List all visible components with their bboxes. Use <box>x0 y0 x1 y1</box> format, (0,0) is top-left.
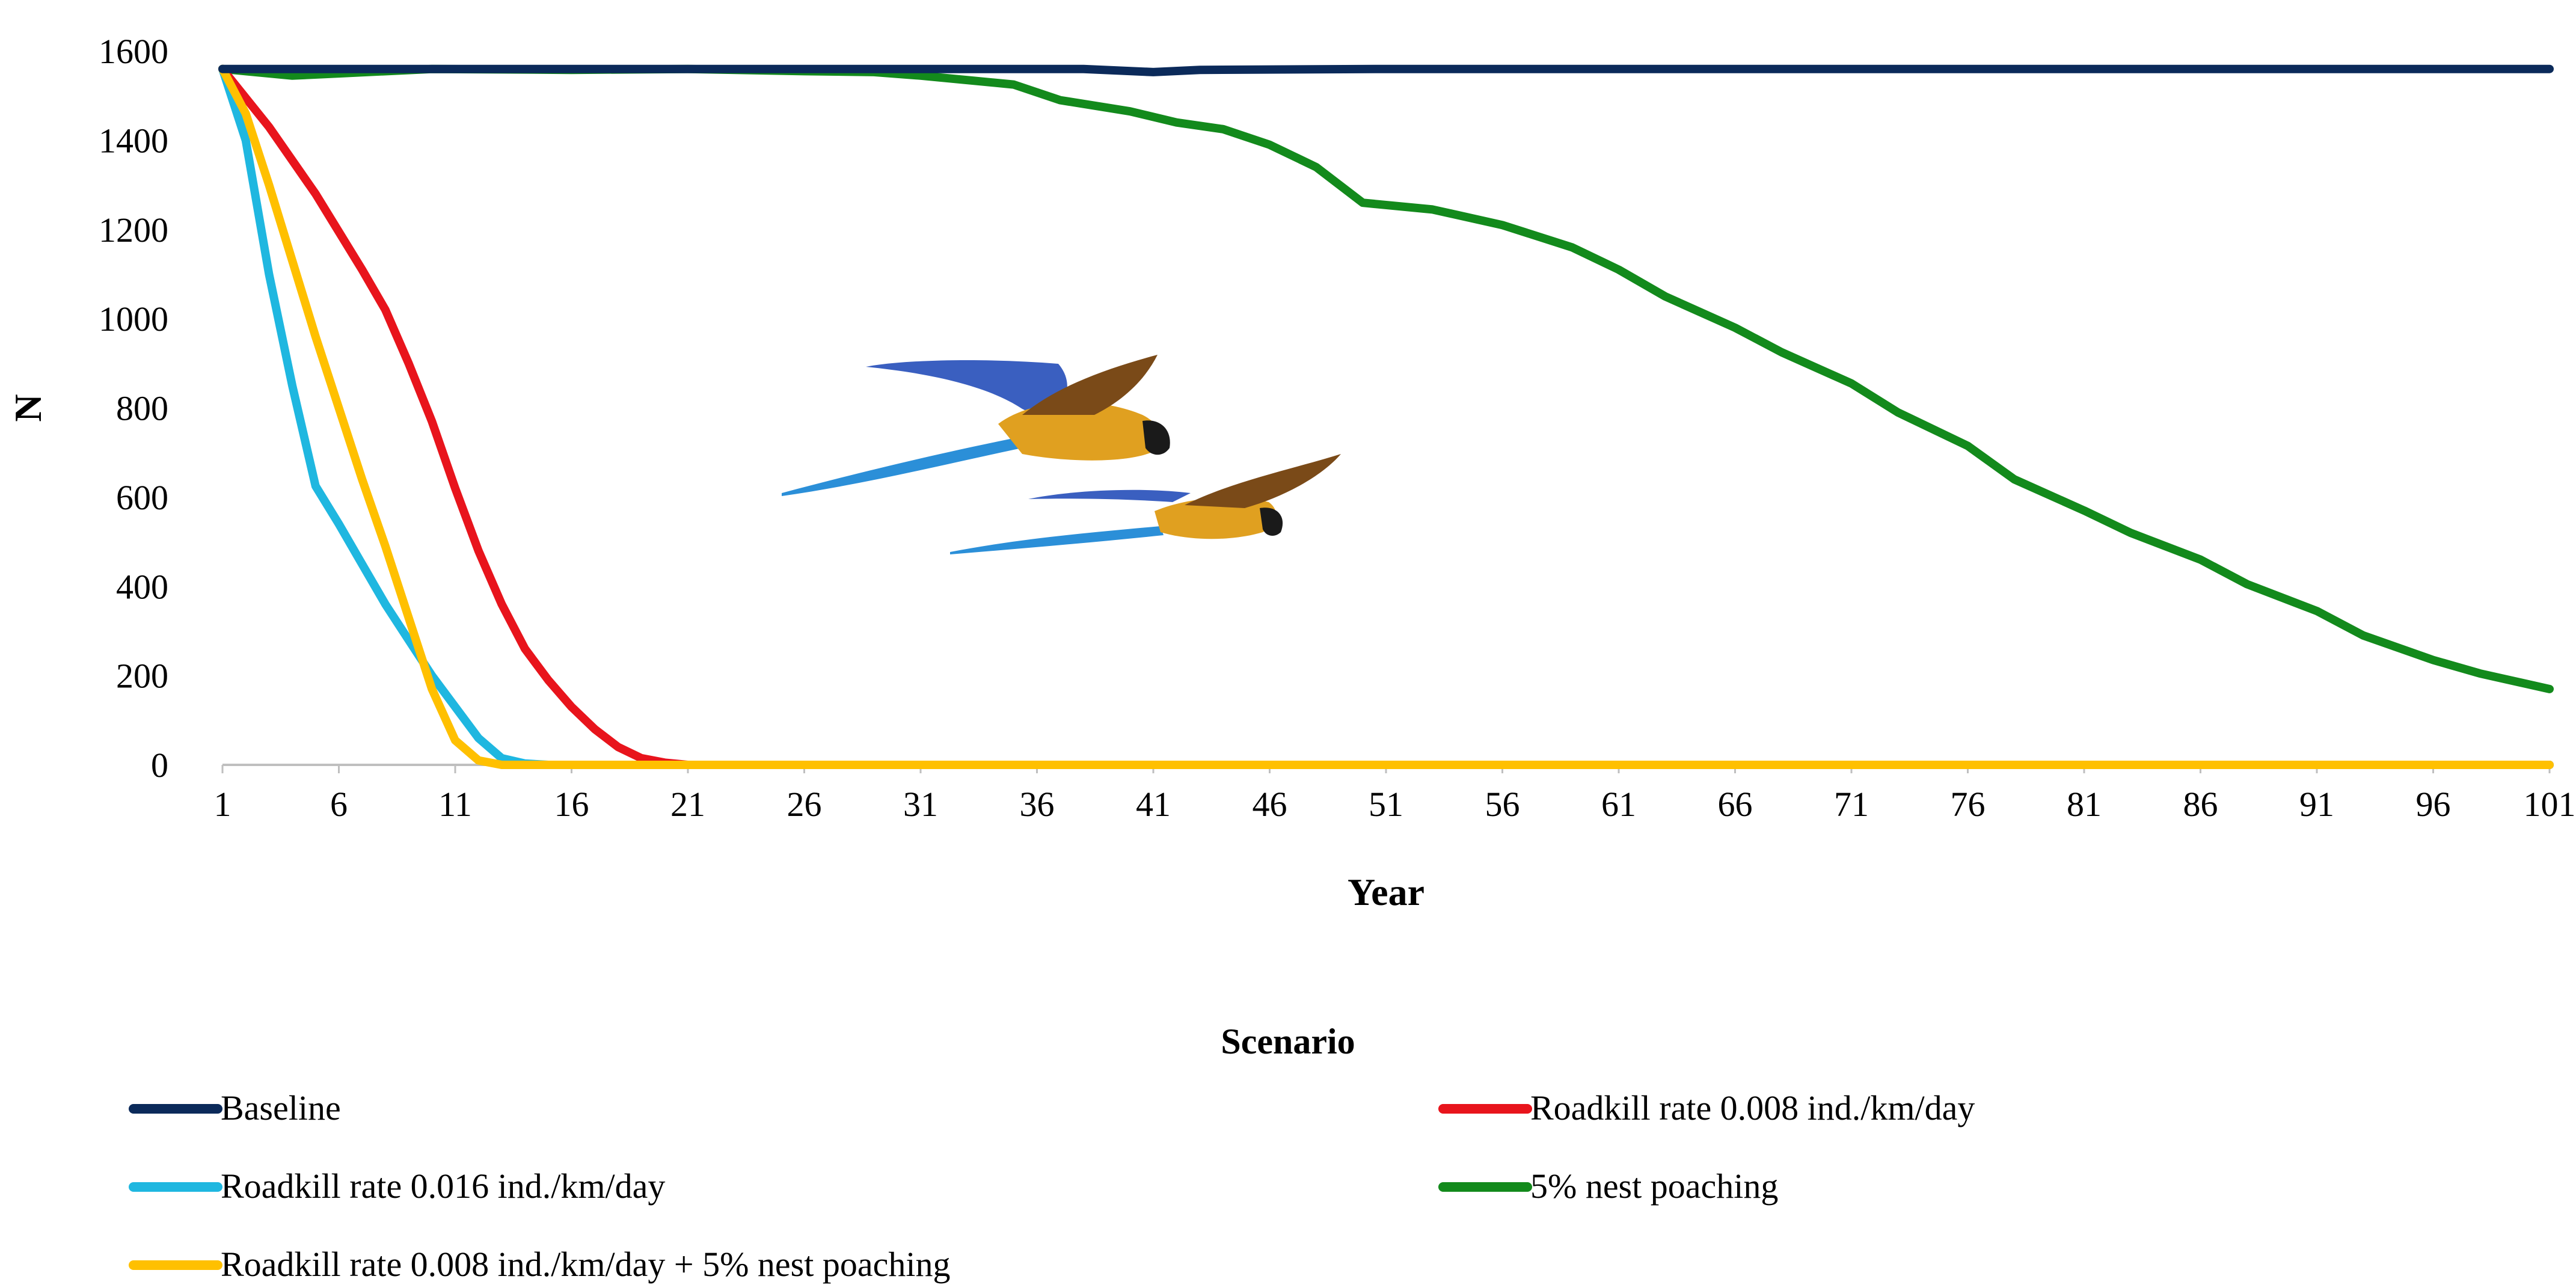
x-tick-label: 91 <box>2299 785 2334 824</box>
x-tick-label: 16 <box>554 785 589 824</box>
x-tick-label: 66 <box>1718 785 1753 824</box>
macaw-upper-back-wing <box>866 360 1067 421</box>
y-tick-label: 1000 <box>99 299 168 339</box>
x-tick-label: 76 <box>1951 785 1986 824</box>
y-tick-label: 0 <box>151 746 168 785</box>
series-lines <box>218 64 2554 769</box>
macaw-upper <box>782 355 1170 496</box>
macaw-upper-front-wing <box>1022 355 1158 415</box>
y-axis-title: N <box>7 394 49 422</box>
legend: Baseline Roadkill rate 0.008 ind./km/day R… <box>129 1088 1975 1284</box>
legend-entry-label: Roadkill rate 0.016 ind./km/day <box>221 1167 665 1206</box>
macaw-lower <box>950 454 1341 554</box>
series-line-0 <box>218 64 2554 76</box>
x-tick-label: 41 <box>1136 785 1171 824</box>
legend-entry-label: 5% nest poaching <box>1530 1167 1778 1206</box>
macaw-lower-head <box>1260 508 1283 536</box>
y-tick-label: 400 <box>116 567 168 606</box>
legend-title: Scenario <box>1221 1022 1355 1061</box>
x-tick-label: 86 <box>2183 785 2218 824</box>
y-tick-label: 1600 <box>99 32 168 71</box>
x-tick-label: 11 <box>438 785 472 824</box>
y-tick-label: 1400 <box>99 121 168 160</box>
macaw-upper-head <box>1142 420 1170 455</box>
macaw-upper-body <box>998 402 1161 461</box>
series-line-4 <box>218 64 2554 769</box>
y-tick-label: 800 <box>116 389 168 428</box>
x-tick-label: 71 <box>1834 785 1869 824</box>
macaw-lower-front-wing <box>1185 454 1341 508</box>
x-tick-label: 56 <box>1485 785 1520 824</box>
y-tick-label: 1200 <box>99 210 168 250</box>
legend-entry-label: Roadkill rate 0.008 ind./km/day + 5% nes… <box>221 1245 950 1284</box>
x-tick-label: 36 <box>1020 785 1055 824</box>
x-axis-title: Year <box>1348 871 1424 913</box>
legend-entry-label: Baseline <box>221 1088 341 1127</box>
macaw-lower-body <box>1155 497 1277 539</box>
macaw-lower-tail <box>950 526 1164 554</box>
x-tick-label: 31 <box>903 785 938 824</box>
y-tick-labels: 0 200 400 600 800 1000 1200 1400 1600 <box>99 32 168 785</box>
y-tick-label: 600 <box>116 478 168 517</box>
x-tick-label: 96 <box>2416 785 2451 824</box>
macaw-upper-tail <box>782 438 1022 496</box>
x-tick-label: 61 <box>1601 785 1636 824</box>
x-tick-label: 51 <box>1369 785 1403 824</box>
x-tick-label: 46 <box>1253 785 1287 824</box>
legend-entry-label: Roadkill rate 0.008 ind./km/day <box>1530 1088 1975 1127</box>
series-line-2 <box>218 64 2554 769</box>
x-tick-label: 81 <box>2067 785 2102 824</box>
x-tick-label: 101 <box>2524 785 2576 824</box>
x-tick-label: 6 <box>330 785 348 824</box>
macaw-lower-back-wing <box>1028 489 1191 502</box>
macaw-illustration <box>782 355 1341 554</box>
x-tick-label: 21 <box>670 785 705 824</box>
x-tick-labels: 1 6 11 16 21 26 31 36 41 46 51 56 61 66 71 76 81 86 91 96 10… <box>214 765 2576 824</box>
y-tick-label: 200 <box>116 657 168 696</box>
series-line-1 <box>218 64 2554 769</box>
x-tick-label: 1 <box>214 785 232 824</box>
series-line-3 <box>218 64 2554 693</box>
x-tick-label: 26 <box>787 785 822 824</box>
